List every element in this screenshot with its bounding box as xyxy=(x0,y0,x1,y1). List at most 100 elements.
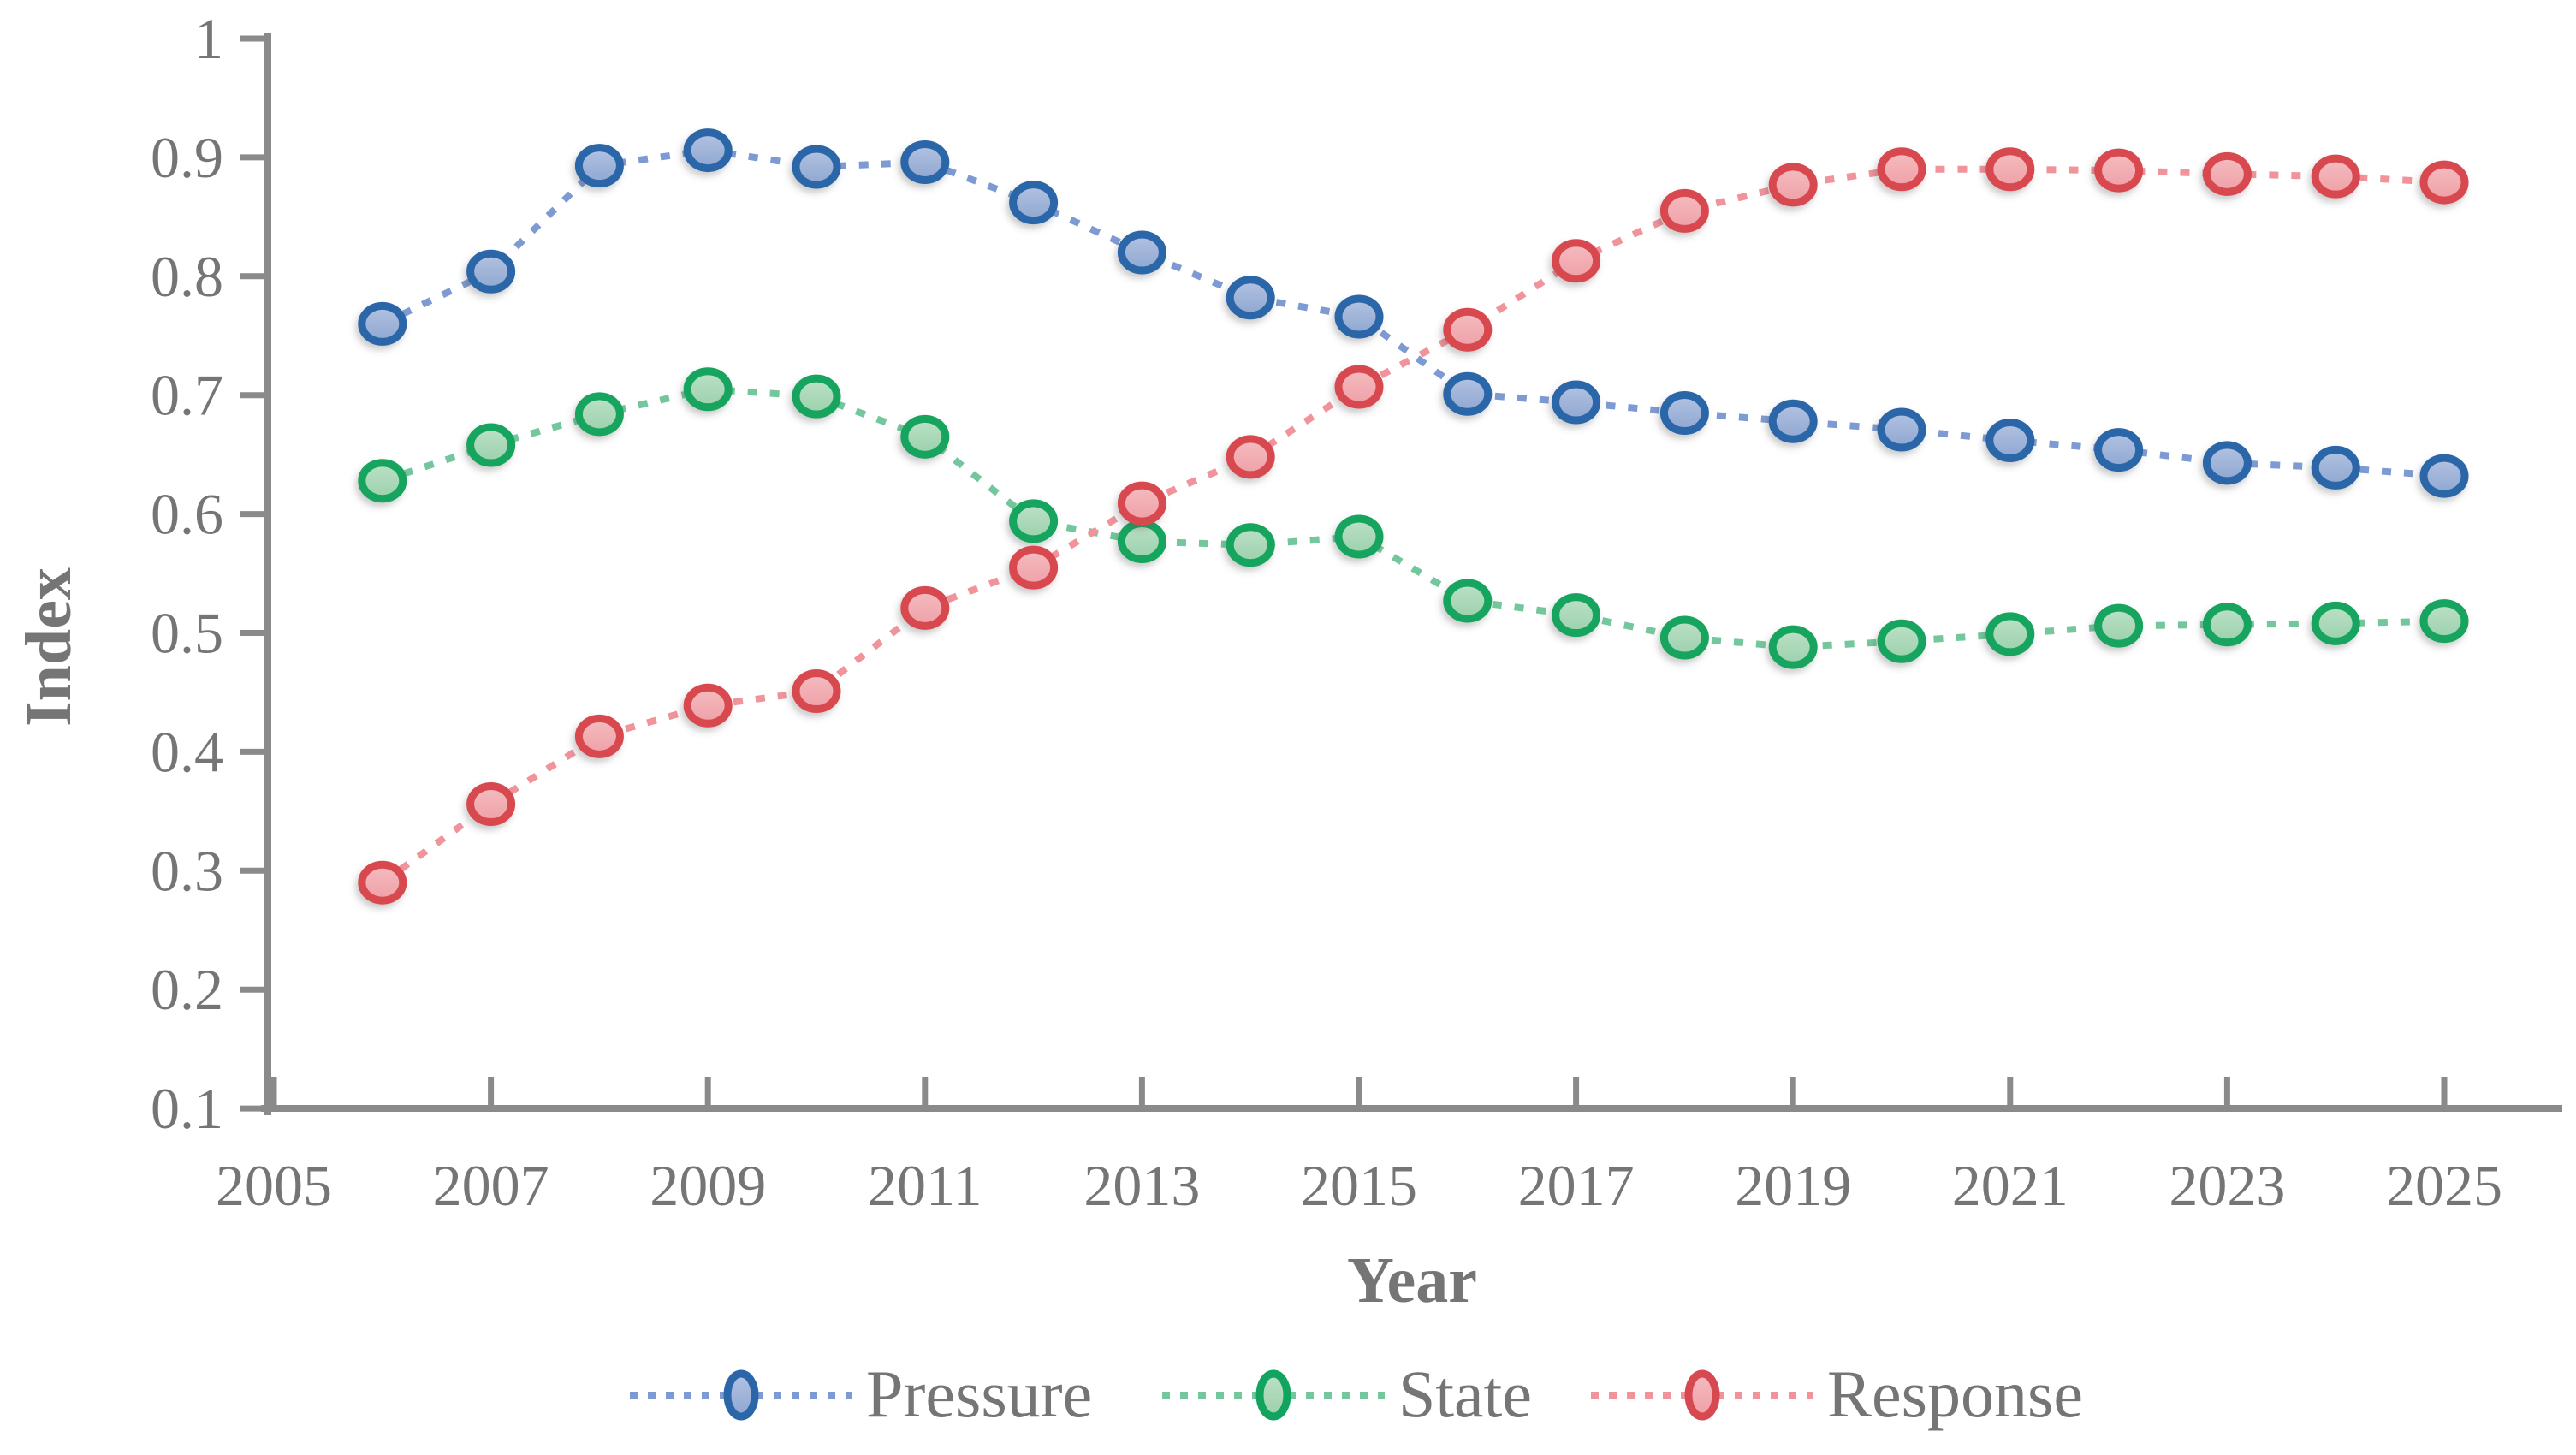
tick-labels: 0.1 0.2 0.3 0.4 0.5 0.6 0.7 0.8 0.9 1 2005 2007 2009… xyxy=(151,6,2502,1218)
state-marker-2020 xyxy=(1877,619,1926,663)
pressure-marker-2010 xyxy=(792,145,841,189)
y-tick-label-0.5: 0.5 xyxy=(151,601,223,666)
response-marker-2016 xyxy=(1443,307,1493,352)
pressure-marker-2006 xyxy=(358,301,407,346)
series-pressure xyxy=(358,128,2469,498)
axes xyxy=(261,33,2562,1115)
response-marker-2017 xyxy=(1552,239,1601,283)
state-marker-2009 xyxy=(683,367,733,412)
state-marker-2006 xyxy=(358,459,407,503)
legend: Pressure State Response xyxy=(630,1357,2083,1431)
pressure-marker-2024 xyxy=(2311,445,2360,490)
legend-label-response: Response xyxy=(1827,1357,2083,1431)
state-marker-2014 xyxy=(1226,523,1275,567)
state-marker-2008 xyxy=(574,392,624,436)
response-marker-2007 xyxy=(466,782,516,827)
x-tick-label-2005: 2005 xyxy=(216,1153,332,1218)
legend-pressure-marker-icon xyxy=(723,1369,759,1421)
pressure-marker-2021 xyxy=(1985,418,2035,462)
legend-item-state: State xyxy=(1162,1357,1532,1431)
x-tick-label-2023: 2023 xyxy=(2169,1153,2285,1218)
response-marker-2025 xyxy=(2419,160,2469,205)
response-marker-2008 xyxy=(574,714,624,758)
x-tick-label-2021: 2021 xyxy=(1952,1153,2069,1218)
pressure-marker-2009 xyxy=(683,128,733,173)
y-tick-label-0.2: 0.2 xyxy=(151,957,223,1022)
y-tick-label-0.8: 0.8 xyxy=(151,244,223,309)
response-marker-2011 xyxy=(900,585,950,630)
response-marker-2010 xyxy=(792,669,841,714)
pressure-marker-2025 xyxy=(2419,454,2469,498)
x-tick-label-2013: 2013 xyxy=(1083,1153,1200,1218)
response-marker-2015 xyxy=(1334,365,1384,409)
pressure-marker-2013 xyxy=(1117,230,1166,275)
x-tick-label-2017: 2017 xyxy=(1518,1153,1635,1218)
response-marker-2021 xyxy=(1985,147,2035,192)
state-marker-2025 xyxy=(2419,599,2469,644)
x-tick-label-2019: 2019 xyxy=(1735,1153,1851,1218)
state-marker-2012 xyxy=(1009,499,1059,543)
legend-item-response: Response xyxy=(1591,1357,2083,1431)
pressure-marker-2011 xyxy=(900,140,950,184)
pressure-marker-2019 xyxy=(1768,399,1818,443)
y-axis-title: Index xyxy=(13,567,85,727)
response-marker-2009 xyxy=(683,683,733,728)
pressure-marker-2020 xyxy=(1877,407,1926,452)
state-marker-2021 xyxy=(1985,612,2035,656)
legend-item-pressure: Pressure xyxy=(630,1357,1092,1431)
x-tick-label-2011: 2011 xyxy=(868,1153,982,1218)
legend-response-marker-icon xyxy=(1684,1369,1720,1421)
response-marker-2024 xyxy=(2311,154,2360,199)
state-marker-2019 xyxy=(1768,625,1818,669)
state-marker-2024 xyxy=(2311,601,2360,645)
y-tick-label-0.6: 0.6 xyxy=(151,482,223,547)
response-marker-2014 xyxy=(1226,435,1275,479)
state-marker-2015 xyxy=(1334,514,1384,559)
y-tick-label-1: 1 xyxy=(194,6,223,71)
response-marker-2020 xyxy=(1877,147,1926,192)
state-marker-2018 xyxy=(1659,615,1709,660)
series-state xyxy=(358,367,2469,669)
pressure-marker-2014 xyxy=(1226,276,1275,320)
state-marker-2007 xyxy=(466,423,516,467)
y-tick-label-0.3: 0.3 xyxy=(151,838,223,903)
state-marker-2017 xyxy=(1552,593,1601,638)
y-tick-label-0.1: 0.1 xyxy=(151,1076,223,1141)
series-response xyxy=(358,147,2469,905)
legend-label-pressure: Pressure xyxy=(866,1357,1092,1431)
axis-ticks xyxy=(240,35,2448,1112)
state-marker-2016 xyxy=(1443,579,1493,623)
pressure-marker-2017 xyxy=(1552,380,1601,425)
pressure-marker-2022 xyxy=(2094,428,2144,472)
y-tick-label-0.9: 0.9 xyxy=(151,125,223,190)
legend-state-marker-icon xyxy=(1255,1369,1291,1421)
x-tick-label-2007: 2007 xyxy=(433,1153,549,1218)
state-marker-2023 xyxy=(2202,603,2252,647)
pressure-marker-2016 xyxy=(1443,371,1493,416)
x-tick-label-2015: 2015 xyxy=(1301,1153,1417,1218)
response-marker-2013 xyxy=(1117,481,1166,526)
response-marker-2018 xyxy=(1659,188,1709,233)
state-marker-2022 xyxy=(2094,603,2144,648)
pressure-marker-2015 xyxy=(1334,294,1384,339)
response-marker-2019 xyxy=(1768,163,1818,207)
state-marker-2013 xyxy=(1117,520,1166,564)
legend-label-state: State xyxy=(1398,1357,1532,1431)
x-tick-label-2009: 2009 xyxy=(650,1153,766,1218)
x-tick-label-2025: 2025 xyxy=(2386,1153,2502,1218)
response-marker-2022 xyxy=(2094,148,2144,193)
x-axis-title: Year xyxy=(1347,1244,1477,1316)
pressure-marker-2018 xyxy=(1659,391,1709,436)
state-marker-2011 xyxy=(900,414,950,459)
y-tick-label-0.4: 0.4 xyxy=(151,719,223,784)
response-marker-2006 xyxy=(358,860,407,905)
pressure-marker-2007 xyxy=(466,249,516,294)
pressure-marker-2012 xyxy=(1009,181,1059,225)
response-marker-2023 xyxy=(2202,151,2252,196)
response-marker-2012 xyxy=(1009,545,1059,590)
y-tick-label-0.7: 0.7 xyxy=(151,363,223,428)
pressure-marker-2023 xyxy=(2202,441,2252,485)
